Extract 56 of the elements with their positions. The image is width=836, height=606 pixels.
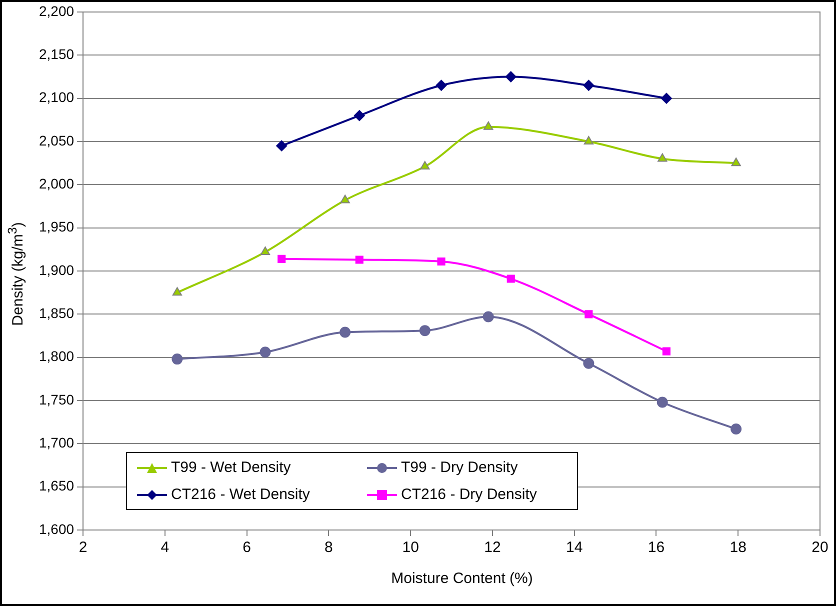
point <box>260 346 271 358</box>
x-tick-label: 4 <box>160 539 170 556</box>
y-tick-label: 1,850 <box>38 305 74 322</box>
x-tick-label: 8 <box>324 539 333 556</box>
y-tick-label: 1,750 <box>38 391 74 408</box>
y-tick-label: 2,000 <box>38 176 74 192</box>
point <box>340 326 351 338</box>
point <box>583 80 594 91</box>
y-tick-label: 1,650 <box>38 478 74 494</box>
point <box>420 161 430 170</box>
point <box>584 310 593 318</box>
x-tick-label: 18 <box>730 539 746 556</box>
y-tick-label: 1,700 <box>38 434 74 451</box>
point <box>354 110 365 122</box>
point <box>506 274 515 283</box>
y-tick-label: 1,900 <box>38 262 74 278</box>
y-tick-label: 2,200 <box>38 2 74 19</box>
point <box>660 92 672 104</box>
y-tick-label: 1,800 <box>38 348 74 364</box>
y-tick-label: 2,150 <box>38 46 74 62</box>
x-tick-label: 6 <box>242 539 251 556</box>
point <box>260 246 270 256</box>
point <box>340 194 350 204</box>
point <box>355 256 364 264</box>
y-tick-label: 1,600 <box>38 520 74 537</box>
x-tick-label: 2 <box>78 539 88 556</box>
legend-label: T99 - Dry Density <box>401 459 518 476</box>
point <box>730 423 742 434</box>
x-tick-label: 14 <box>566 539 583 556</box>
x-tick-label: 10 <box>402 539 419 556</box>
point <box>172 354 183 365</box>
point <box>662 347 670 356</box>
point <box>419 325 430 336</box>
y-tick-label: 2,050 <box>38 132 74 148</box>
point <box>584 136 594 144</box>
point <box>172 287 182 296</box>
point <box>278 254 286 263</box>
point <box>436 80 447 91</box>
legend-label: CT216 - Wet Density <box>171 486 310 503</box>
x-axis-title: Moisture Content (%) <box>391 570 533 587</box>
legend-label: CT216 - Dry Density <box>401 486 537 503</box>
point <box>482 311 494 322</box>
point <box>437 257 446 266</box>
legend-label: T99 - Wet Density <box>171 459 291 476</box>
point <box>505 71 516 82</box>
x-tick-label: 16 <box>648 539 665 556</box>
y-tick-label: 1,950 <box>38 218 74 235</box>
x-tick-label: 12 <box>484 539 501 556</box>
x-tick-label: 20 <box>812 539 828 556</box>
point <box>276 140 288 152</box>
point <box>656 396 668 408</box>
point <box>658 153 668 162</box>
y-tick-label: 2,100 <box>38 89 74 106</box>
point <box>583 358 594 369</box>
point <box>484 121 494 130</box>
point <box>731 158 741 166</box>
